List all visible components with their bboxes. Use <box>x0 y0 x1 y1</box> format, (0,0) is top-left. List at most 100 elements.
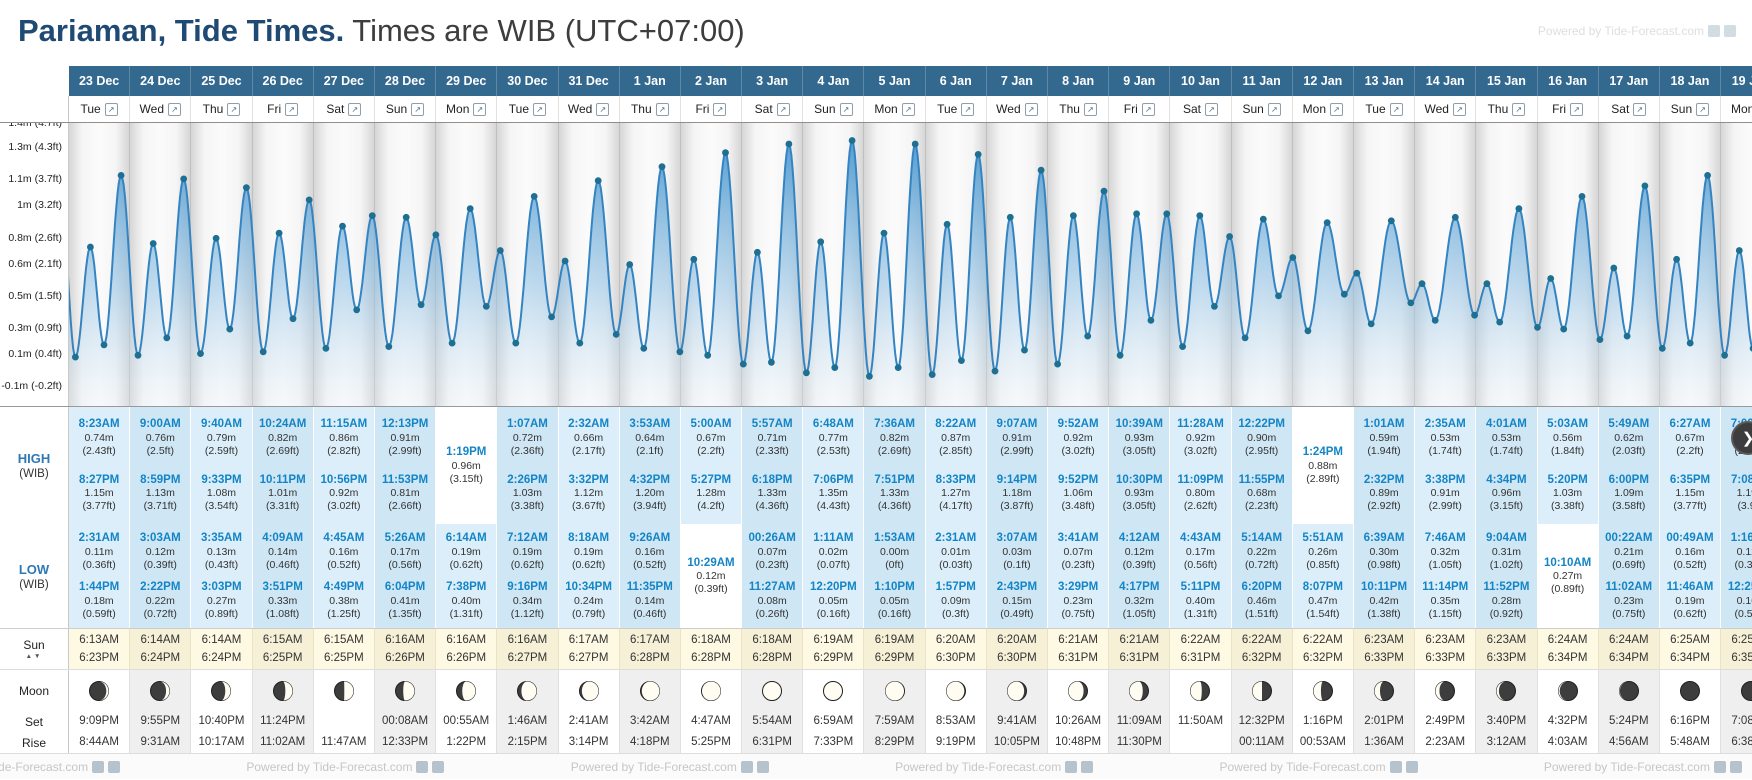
sunset-time: 6:32PM <box>1241 651 1282 664</box>
tide-extreme-dot <box>1340 290 1348 298</box>
tide-extreme-dot <box>466 205 474 212</box>
sunrise-time: 6:22AM <box>1180 634 1221 647</box>
high-tide-cell: 4:01AM 0.53m (1.74ft) 4:34PM 0.96m (3.15ft) <box>1476 407 1538 524</box>
high-tide-height-ft: (3.02ft) <box>327 500 361 513</box>
expand-day-button[interactable]: ↗ <box>776 102 790 116</box>
low-tide-height-m: 0.38m <box>329 594 359 607</box>
expand-day-button[interactable]: ↗ <box>473 102 487 116</box>
moonrise-time: 2:15PM <box>497 732 559 753</box>
sunrise-time: 6:23AM <box>1364 634 1404 647</box>
low-tide-height-m: 0.22m <box>145 594 175 607</box>
sun-times-cell: 6:25AM 6:35PM <box>1721 629 1752 669</box>
low-tide-entry: 5:51AM 0.26m (0.85ft) <box>1293 527 1353 576</box>
expand-day-button[interactable]: ↗ <box>1512 102 1526 116</box>
high-tide-time: 2:26PM <box>507 473 548 486</box>
low-tide-entry: 11:46AM 0.19m (0.62ft) <box>1660 576 1720 625</box>
high-tide-cell: 12:22PM 0.90m (2.95ft) 11:55PM 0.68m (2.23ft) <box>1231 407 1293 524</box>
low-tide-entry: 8:07PM 0.47m (1.54ft) <box>1293 576 1353 625</box>
high-tide-height-m: 0.72m <box>512 431 542 444</box>
moonset-time: 9:55PM <box>130 711 192 732</box>
weekday-cell: Tue ↗ <box>497 96 559 122</box>
tide-extreme-dot <box>432 231 440 239</box>
high-tide-height-ft: (2.59ft) <box>204 444 239 457</box>
high-tide-height-ft: (2.33ft) <box>755 444 789 457</box>
high-tide-height-m: 0.67m <box>696 431 726 444</box>
low-tide-height-ft: (0.39ft) <box>1734 558 1752 571</box>
sun-times-cell: 6:22AM 6:32PM <box>1292 629 1354 669</box>
expand-day-button[interactable]: ↗ <box>655 102 669 116</box>
date-header-cell: 8 Jan <box>1048 66 1110 96</box>
high-tide-height-ft: (2.66ft) <box>388 500 422 513</box>
sunrise-time: 6:13AM <box>79 634 119 647</box>
expand-day-button[interactable]: ↗ <box>1570 102 1584 116</box>
expand-day-button[interactable]: ↗ <box>1696 102 1710 116</box>
high-tide-time: 9:00AM <box>139 418 181 431</box>
low-tide-entry: 3:29PM 0.23m (0.75ft) <box>1048 576 1108 625</box>
moonrise-row: Rise 8:44AM 9:31AM 10:17AM 11:02AM 11:47AM 12… <box>0 732 1752 753</box>
tide-extreme-dot <box>704 351 712 359</box>
low-tide-height-ft: (1.05ft) <box>1122 607 1156 620</box>
low-tide-time: 8:18AM <box>568 532 610 545</box>
high-tide-height-ft: (2.03ft) <box>1612 444 1646 457</box>
low-tide-time: 7:38PM <box>446 581 487 594</box>
expand-day-button[interactable]: ↗ <box>1267 102 1281 116</box>
expand-day-button[interactable]: ↗ <box>1330 102 1344 116</box>
tide-extreme-dot <box>1084 332 1092 340</box>
expand-day-button[interactable]: ↗ <box>168 102 182 116</box>
moonrise-row-label: Rise <box>0 732 69 753</box>
sun-times-cell: 6:16AM 6:27PM <box>497 629 559 669</box>
scroll-next-button[interactable]: ❯ <box>1731 421 1752 455</box>
low-tide-entry: 10:10AM 0.27m (0.89ft) <box>1538 556 1598 597</box>
moonset-time: 2:01PM <box>1353 711 1416 732</box>
low-tide-height-ft: (1.54ft) <box>1306 607 1340 620</box>
expand-day-button[interactable]: ↗ <box>1024 102 1038 116</box>
expand-day-button[interactable]: ↗ <box>1452 102 1466 116</box>
low-tide-height-m: 0.00m <box>879 545 910 558</box>
expand-day-button[interactable]: ↗ <box>348 102 362 116</box>
sunset-time: 6:26PM <box>446 651 487 664</box>
high-tide-time: 6:35PM <box>1669 473 1711 486</box>
expand-day-button[interactable]: ↗ <box>901 102 915 116</box>
tide-extreme-dot <box>1070 212 1077 219</box>
expand-day-button[interactable]: ↗ <box>1204 102 1218 116</box>
expand-day-button[interactable]: ↗ <box>596 102 610 116</box>
low-tide-height-m: 0.19m <box>1675 594 1705 607</box>
high-tide-entry: 1:01AM 0.59m (1.94ft) <box>1354 410 1414 466</box>
tide-extreme-dot <box>1515 205 1523 212</box>
expand-day-button[interactable]: ↗ <box>1083 102 1097 116</box>
expand-day-button[interactable]: ↗ <box>961 102 975 116</box>
high-tide-time: 5:03AM <box>1547 418 1589 431</box>
low-tide-cell: 1:16AM0.12m(0.39ft)12:25PM0.16m(0.52ft) <box>1721 524 1752 628</box>
low-tide-time: 5:51AM <box>1302 532 1344 545</box>
expand-day-button[interactable]: ↗ <box>1389 102 1403 116</box>
high-tide-entry: 8:22AM 0.87m (2.85ft) <box>926 410 986 466</box>
high-tide-time: 7:08PM <box>1731 473 1752 486</box>
expand-day-button[interactable]: ↗ <box>285 102 299 116</box>
high-tide-entry: 5:57AM 0.71m (2.33ft) <box>742 410 802 466</box>
high-tide-height-m: 1.15m <box>84 487 114 500</box>
expand-day-button[interactable]: ↗ <box>533 102 547 116</box>
expand-day-button[interactable]: ↗ <box>104 102 118 116</box>
high-tide-time: 5:00AM <box>690 418 732 431</box>
expand-day-button[interactable]: ↗ <box>1633 102 1647 116</box>
low-tide-entry: 2:31AM 0.11m (0.36ft) <box>69 527 129 576</box>
high-tide-entry: 11:28AM 0.92m (3.02ft) <box>1170 410 1230 466</box>
expand-day-button[interactable]: ↗ <box>1141 102 1155 116</box>
sun-row-label: Sun ▲▼ <box>0 629 69 669</box>
low-tide-entry: 2:31AM 0.01m (0.03ft) <box>926 527 986 576</box>
high-tide-height-ft: (4.36ft) <box>877 500 912 513</box>
expand-day-button[interactable]: ↗ <box>227 102 241 116</box>
expand-day-button[interactable]: ↗ <box>713 102 727 116</box>
weekday-cell: Wed ↗ <box>130 96 192 122</box>
expand-day-button[interactable]: ↗ <box>411 102 425 116</box>
moonrise-time: 11:30PM <box>1109 732 1171 753</box>
weekday-label: Sat <box>326 102 345 116</box>
date-header-cell: 23 Dec <box>69 66 131 96</box>
high-tide-height-ft: (3.67ft) <box>571 500 606 513</box>
expand-day-button[interactable]: ↗ <box>839 102 853 116</box>
weekday-cell: Sat ↗ <box>1598 96 1660 122</box>
moonset-time: 5:54AM <box>742 711 804 732</box>
high-tide-cell: 2:35AM 0.53m (1.74ft) 3:38PM 0.91m (2.99ft) <box>1415 407 1477 524</box>
high-tide-height-ft: (3.71ft) <box>143 500 177 513</box>
low-tide-cell: 3:03AM 0.12m (0.39ft) 2:22PM 0.22m (0.72ft) <box>130 524 192 628</box>
